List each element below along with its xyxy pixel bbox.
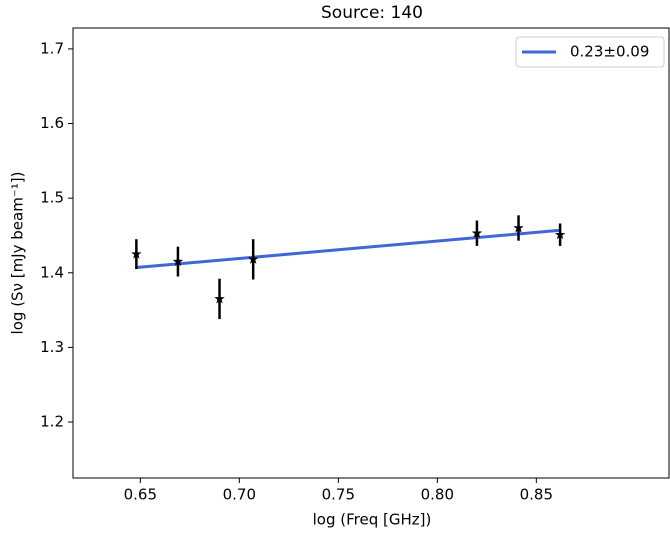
x-tick-label: 0.75: [322, 486, 355, 504]
y-tick-label: 1.5: [40, 189, 64, 207]
x-tick-label: 0.80: [421, 486, 454, 504]
legend-label: 0.23±0.09: [570, 43, 649, 61]
legend-box: [515, 36, 665, 68]
x-tick-label: 0.70: [223, 486, 256, 504]
y-tick-label: 1.7: [40, 39, 64, 57]
y-tick-label: 1.6: [40, 114, 64, 132]
data-point: [131, 248, 142, 259]
y-tick-label: 1.2: [40, 413, 64, 431]
x-axis-label: log (Freq [GHz]): [313, 511, 432, 529]
data-point: [554, 229, 566, 240]
x-tick-label: 0.85: [520, 486, 553, 504]
data-point: [471, 227, 483, 238]
data-point: [214, 293, 225, 304]
data-point: [247, 253, 259, 264]
y-tick-label: 1.3: [40, 338, 64, 356]
plot-frame: [72, 27, 670, 479]
chart-title: Source: 140: [321, 3, 423, 23]
y-tick-label: 1.4: [40, 263, 64, 281]
x-tick-label: 0.65: [124, 486, 157, 504]
data-point: [172, 256, 184, 267]
fit-line: [136, 228, 561, 270]
y-axis-label: log (Sν [mJy beam⁻¹]): [9, 172, 27, 335]
data-point: [513, 222, 524, 233]
